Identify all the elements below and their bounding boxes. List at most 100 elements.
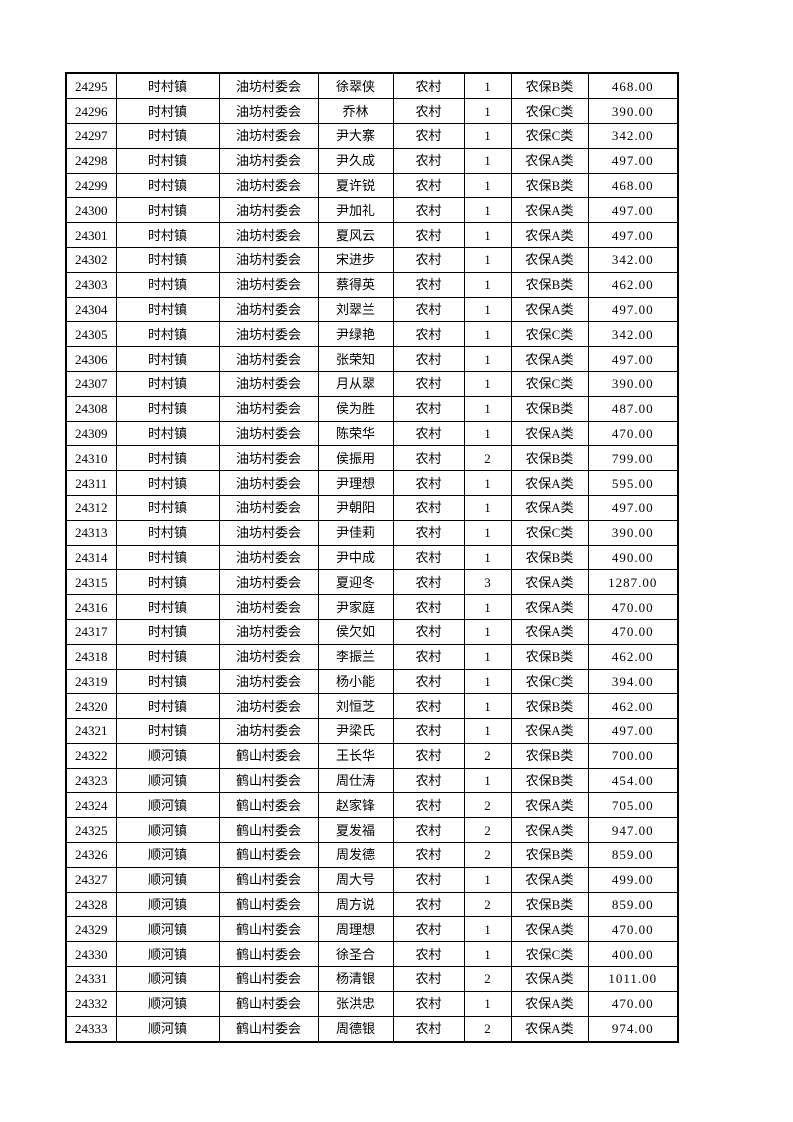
table-row: 24315 时村镇 油坊村委会 夏迎冬 农村 3 农保A类 1287.00: [65, 569, 679, 596]
cell-id: 24318: [65, 643, 117, 670]
cell-id: 24314: [65, 544, 117, 571]
cell-person: 王长华: [317, 742, 394, 769]
cell-village: 油坊村委会: [218, 395, 319, 422]
table-row: 24322 顺河镇 鹤山村委会 王长华 农村 2 农保B类 700.00: [65, 742, 679, 769]
cell-residence: 农村: [392, 594, 465, 620]
cell-id: 24300: [65, 197, 117, 224]
cell-id: 24331: [65, 966, 117, 992]
cell-person: 尹佳莉: [317, 519, 394, 546]
cell-person: 陈荣华: [317, 420, 394, 447]
cell-residence: 农村: [392, 222, 465, 248]
cell-count: 1: [463, 990, 512, 1017]
cell-village: 油坊村委会: [218, 693, 319, 720]
table-row: 24317 时村镇 油坊村委会 侯欠如 农村 1 农保A类 470.00: [65, 618, 679, 645]
cell-residence: 农村: [392, 172, 465, 199]
cell-village: 油坊村委会: [218, 544, 319, 571]
cell-town: 时村镇: [115, 346, 220, 372]
table-row: 24297 时村镇 油坊村委会 尹大寨 农村 1 农保C类 342.00: [65, 122, 679, 149]
cell-count: 1: [463, 693, 512, 720]
table-row: 24321 时村镇 油坊村委会 尹梁氏 农村 1 农保A类 497.00: [65, 718, 679, 744]
table-row: 24296 时村镇 油坊村委会 乔林 农村 1 农保C类 390.00: [65, 98, 679, 124]
cell-person: 周德银: [317, 1015, 394, 1043]
cell-count: 1: [463, 519, 512, 546]
cell-amount: 799.00: [587, 445, 679, 472]
cell-town: 时村镇: [115, 494, 220, 521]
cell-town: 顺河镇: [115, 792, 220, 819]
cell-person: 尹梁氏: [317, 718, 394, 744]
cell-count: 2: [463, 1015, 512, 1043]
cell-amount: 470.00: [587, 916, 679, 943]
cell-residence: 农村: [392, 668, 465, 695]
cell-id: 24316: [65, 594, 117, 620]
cell-village: 鹤山村委会: [218, 916, 319, 943]
cell-town: 顺河镇: [115, 941, 220, 968]
cell-amount: 497.00: [587, 494, 679, 521]
cell-category: 农保A类: [510, 296, 589, 323]
cell-id: 24302: [65, 246, 117, 273]
cell-residence: 农村: [392, 346, 465, 372]
cell-village: 油坊村委会: [218, 445, 319, 472]
cell-residence: 农村: [392, 98, 465, 124]
cell-amount: 468.00: [587, 172, 679, 199]
cell-residence: 农村: [392, 891, 465, 918]
cell-residence: 农村: [392, 519, 465, 546]
cell-amount: 390.00: [587, 98, 679, 124]
cell-id: 24333: [65, 1015, 117, 1043]
cell-town: 时村镇: [115, 197, 220, 224]
cell-residence: 农村: [392, 1015, 465, 1043]
table-row: 24319 时村镇 油坊村委会 杨小能 农村 1 农保C类 394.00: [65, 668, 679, 695]
cell-category: 农保A类: [510, 246, 589, 273]
cell-count: 1: [463, 172, 512, 199]
cell-amount: 859.00: [587, 842, 679, 868]
cell-amount: 497.00: [587, 197, 679, 224]
cell-residence: 农村: [392, 271, 465, 298]
cell-category: 农保A类: [510, 990, 589, 1017]
cell-id: 24319: [65, 668, 117, 695]
cell-category: 农保A类: [510, 594, 589, 620]
cell-count: 1: [463, 594, 512, 620]
cell-person: 尹久成: [317, 147, 394, 174]
cell-person: 夏发福: [317, 817, 394, 844]
cell-person: 宋进步: [317, 246, 394, 273]
cell-amount: 497.00: [587, 718, 679, 744]
cell-town: 时村镇: [115, 271, 220, 298]
table-row: 24314 时村镇 油坊村委会 尹中成 农村 1 农保B类 490.00: [65, 544, 679, 571]
cell-category: 农保B类: [510, 271, 589, 298]
cell-person: 周理想: [317, 916, 394, 943]
cell-town: 顺河镇: [115, 842, 220, 868]
table-row: 24306 时村镇 油坊村委会 张荣知 农村 1 农保A类 497.00: [65, 346, 679, 372]
cell-category: 农保A类: [510, 1015, 589, 1043]
cell-count: 1: [463, 271, 512, 298]
cell-count: 1: [463, 866, 512, 893]
cell-residence: 农村: [392, 122, 465, 149]
cell-residence: 农村: [392, 420, 465, 447]
cell-id: 24332: [65, 990, 117, 1017]
cell-amount: 859.00: [587, 891, 679, 918]
cell-person: 侯为胜: [317, 395, 394, 422]
cell-town: 时村镇: [115, 544, 220, 571]
cell-amount: 400.00: [587, 941, 679, 968]
cell-amount: 947.00: [587, 817, 679, 844]
cell-person: 徐圣合: [317, 941, 394, 968]
cell-count: 1: [463, 246, 512, 273]
cell-town: 顺河镇: [115, 1015, 220, 1043]
cell-residence: 农村: [392, 817, 465, 844]
cell-residence: 农村: [392, 370, 465, 397]
cell-count: 1: [463, 941, 512, 968]
cell-person: 徐翠侠: [317, 72, 394, 100]
cell-amount: 497.00: [587, 296, 679, 323]
cell-amount: 705.00: [587, 792, 679, 819]
table-row: 24312 时村镇 油坊村委会 尹朝阳 农村 1 农保A类 497.00: [65, 494, 679, 521]
cell-count: 1: [463, 916, 512, 943]
cell-village: 油坊村委会: [218, 122, 319, 149]
cell-town: 时村镇: [115, 519, 220, 546]
cell-person: 尹理想: [317, 470, 394, 496]
cell-residence: 农村: [392, 842, 465, 868]
table-row: 24333 顺河镇 鹤山村委会 周德银 农村 2 农保A类 974.00: [65, 1015, 679, 1043]
cell-category: 农保B类: [510, 742, 589, 769]
cell-town: 时村镇: [115, 370, 220, 397]
cell-town: 顺河镇: [115, 891, 220, 918]
cell-person: 夏迎冬: [317, 569, 394, 596]
cell-category: 农保A类: [510, 718, 589, 744]
cell-village: 鹤山村委会: [218, 1015, 319, 1043]
